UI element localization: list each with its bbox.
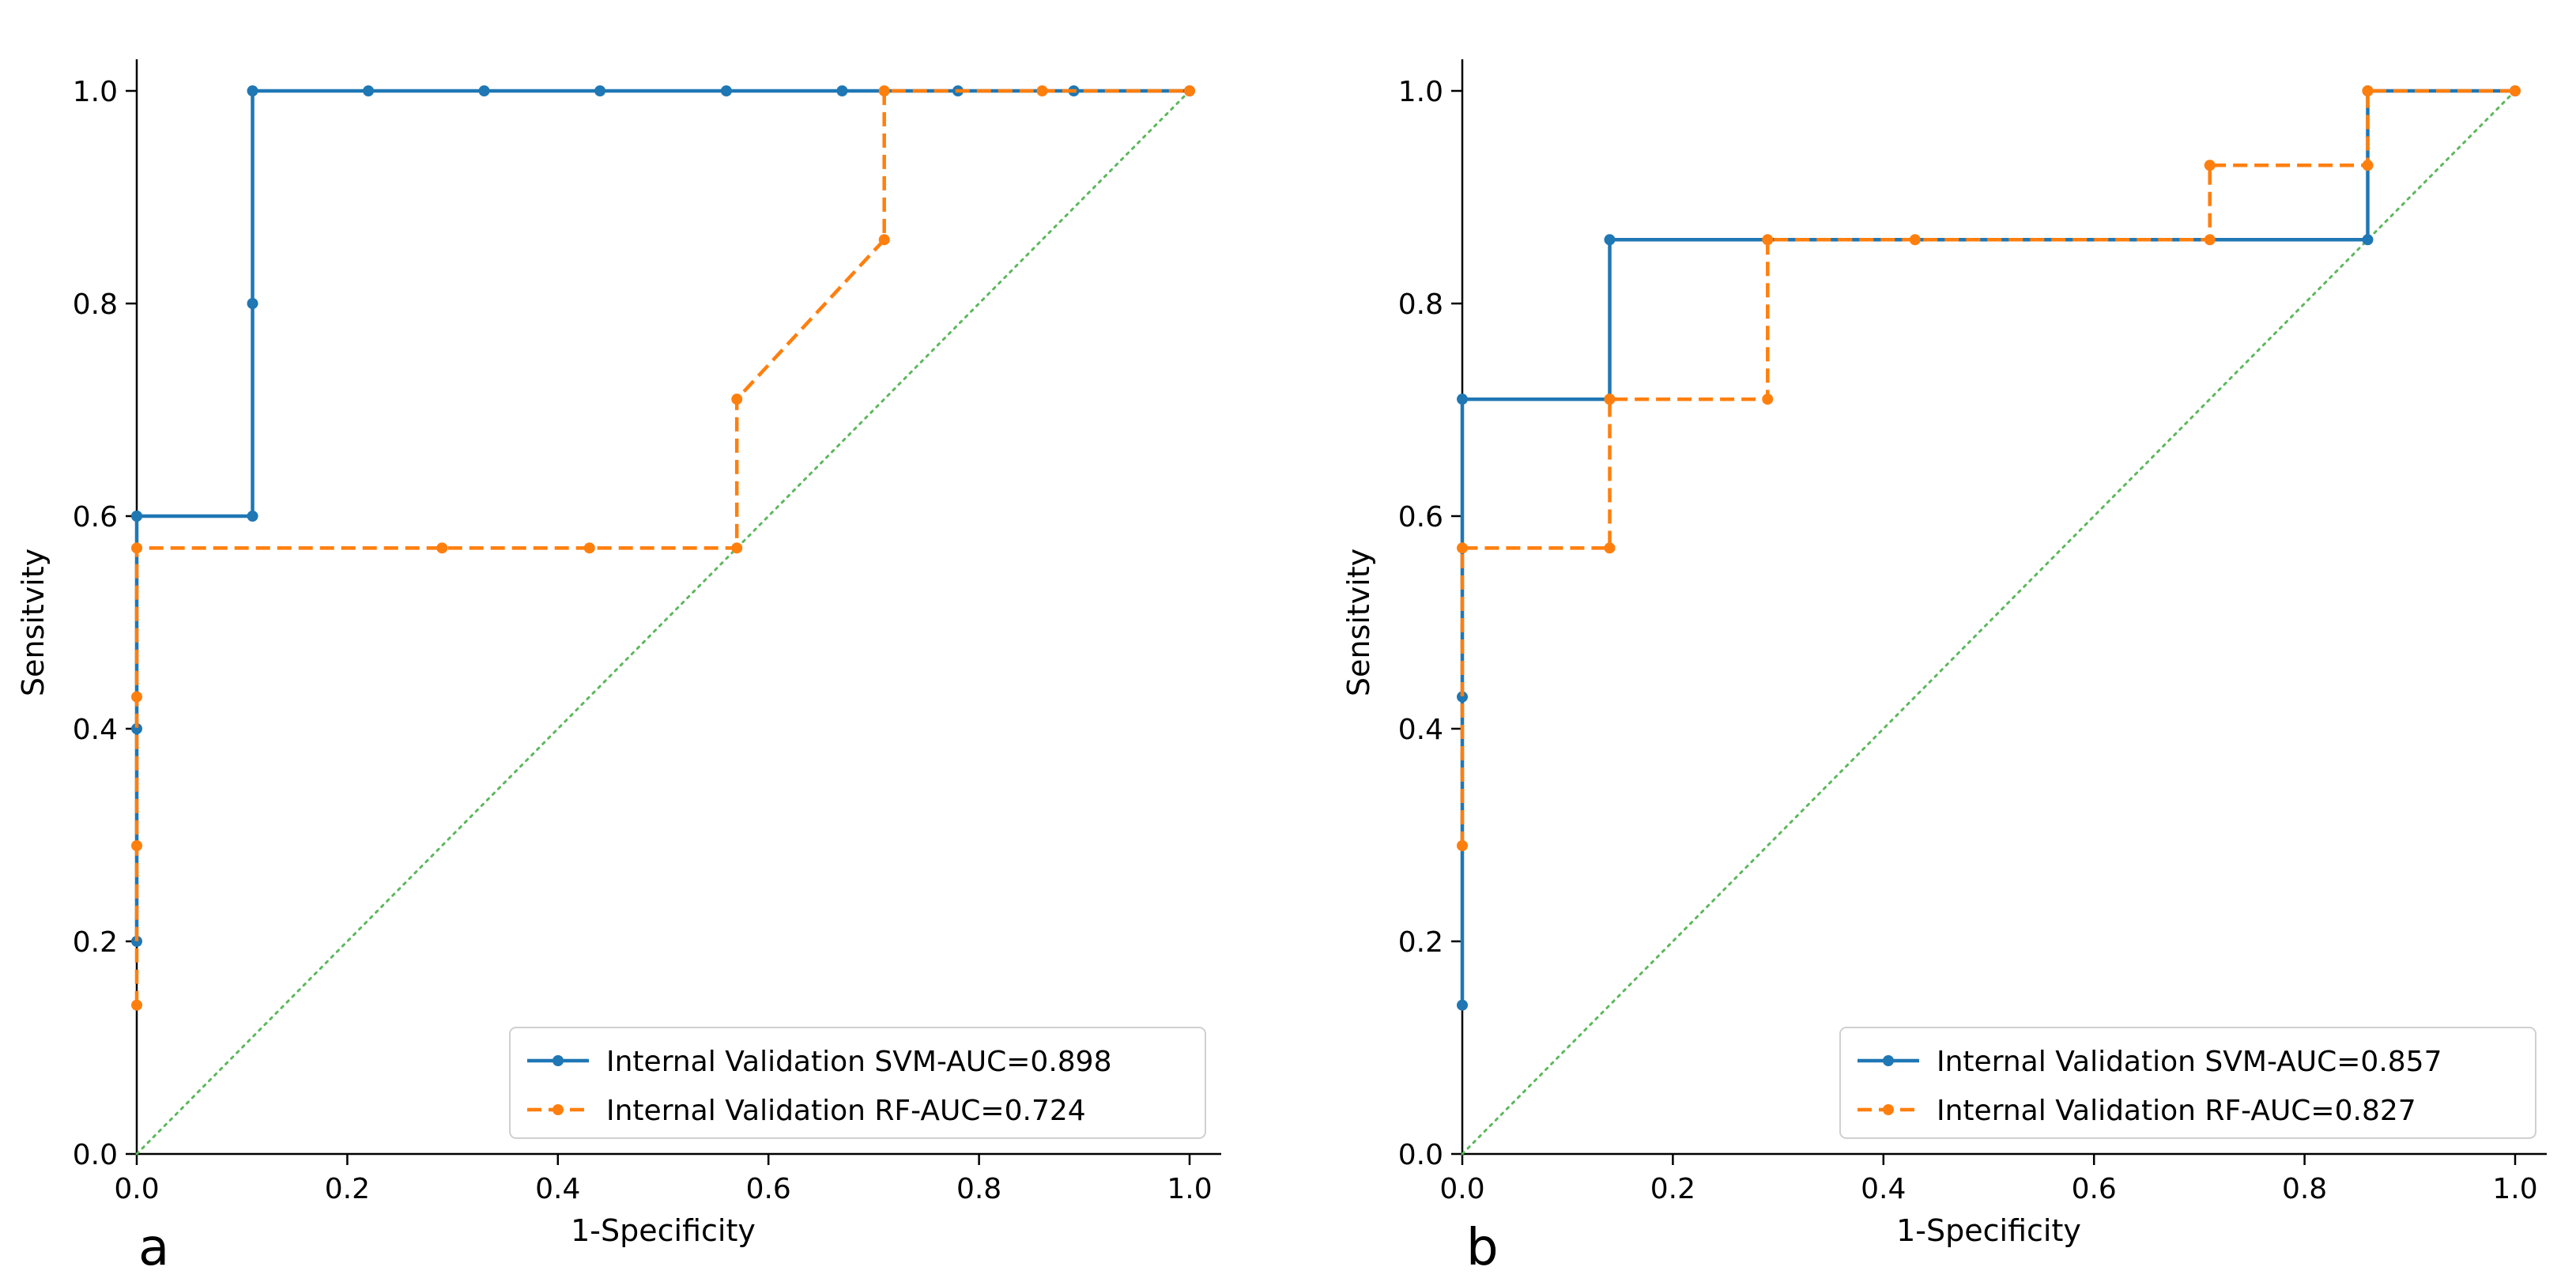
legend-entry: Internal Validation RF-AUC=0.827 bbox=[1937, 1095, 2416, 1127]
x-tick-label: 0.8 bbox=[956, 1173, 1001, 1205]
x-tick-label: 0.4 bbox=[535, 1173, 580, 1205]
data-point bbox=[247, 298, 258, 309]
x-tick-label: 0.6 bbox=[746, 1173, 791, 1205]
data-point bbox=[131, 999, 142, 1011]
x-tick-label: 0.4 bbox=[1861, 1173, 1906, 1205]
y-tick-label: 0.4 bbox=[1398, 714, 1443, 746]
y-tick-label: 0.6 bbox=[73, 501, 118, 534]
data-point bbox=[1762, 394, 1774, 405]
roc-series-svm bbox=[1457, 85, 2521, 1011]
y-tick-label: 0.8 bbox=[1398, 288, 1443, 321]
data-point bbox=[2362, 234, 2374, 246]
y-tick-label: 0.0 bbox=[73, 1139, 118, 1171]
x-tick-label: 1.0 bbox=[2492, 1173, 2537, 1205]
data-point bbox=[583, 542, 595, 554]
data-point bbox=[1036, 85, 1048, 96]
y-tick-label: 0.6 bbox=[1398, 501, 1443, 534]
roc-series-rf bbox=[131, 85, 1195, 1011]
x-tick-label: 0.0 bbox=[1439, 1173, 1484, 1205]
roc-panel-b: 0.0 0.2 0.4 0.6 0.8 1.0 0.0 0.2 0.4 0.6 0.8 1.0 1-Sp… bbox=[1341, 59, 2547, 1277]
y-axis-label: Sensitvity bbox=[16, 549, 51, 696]
data-point bbox=[594, 85, 606, 96]
series-line bbox=[134, 89, 1190, 941]
x-tick-label: 0.2 bbox=[1650, 1173, 1695, 1205]
x-tick-label: 1.0 bbox=[1167, 1173, 1212, 1205]
roc-series-rf bbox=[1457, 85, 2521, 851]
data-point bbox=[1457, 394, 1468, 405]
y-tick-label: 1.0 bbox=[1398, 76, 1443, 108]
panel-label: a bbox=[138, 1219, 169, 1277]
data-point bbox=[1457, 542, 1468, 554]
series-line bbox=[1460, 89, 2515, 846]
legend-marker bbox=[553, 1104, 564, 1115]
series-line bbox=[1460, 89, 2515, 1005]
data-point bbox=[1909, 234, 1921, 246]
data-point bbox=[131, 723, 142, 734]
y-tick-label: 0.2 bbox=[73, 926, 118, 959]
data-point bbox=[731, 542, 743, 554]
legend-box bbox=[1839, 1027, 2536, 1139]
data-point bbox=[2362, 160, 2374, 172]
x-tick-label: 0.8 bbox=[2282, 1173, 2327, 1205]
data-point bbox=[720, 85, 732, 96]
data-point bbox=[1457, 999, 1468, 1011]
data-point bbox=[247, 85, 258, 96]
data-point bbox=[1184, 85, 1195, 96]
data-point bbox=[1457, 839, 1468, 851]
panel-label: b bbox=[1466, 1219, 1499, 1277]
data-point bbox=[131, 542, 142, 554]
data-point bbox=[2362, 85, 2374, 96]
legend-entry: Internal Validation SVM-AUC=0.857 bbox=[1937, 1046, 2442, 1078]
data-point bbox=[878, 234, 890, 246]
y-tick-label: 0.0 bbox=[1398, 1139, 1443, 1171]
legend-marker bbox=[1883, 1104, 1894, 1115]
data-point bbox=[2510, 85, 2521, 96]
data-point bbox=[247, 511, 258, 522]
data-point bbox=[131, 511, 142, 522]
data-point bbox=[878, 85, 890, 96]
legend-marker bbox=[1883, 1055, 1894, 1066]
data-point bbox=[363, 85, 375, 96]
data-point bbox=[478, 85, 490, 96]
legend: Internal Validation SVM-AUC=0.857 Interna… bbox=[1839, 1027, 2536, 1139]
y-tick-label: 0.2 bbox=[1398, 926, 1443, 959]
x-axis-label: 1-Specificity bbox=[571, 1213, 756, 1248]
data-point bbox=[131, 936, 142, 947]
data-point bbox=[1457, 691, 1468, 703]
legend-marker bbox=[553, 1055, 564, 1066]
y-tick-label: 1.0 bbox=[73, 76, 118, 108]
y-tick-label: 0.8 bbox=[73, 288, 118, 321]
data-point bbox=[2204, 234, 2216, 246]
data-point bbox=[131, 691, 142, 703]
legend-box bbox=[509, 1027, 1206, 1139]
chance-diagonal-line bbox=[135, 89, 1191, 1156]
x-tick-label: 0.2 bbox=[325, 1173, 370, 1205]
data-point bbox=[1762, 234, 1774, 246]
y-tick-label: 0.4 bbox=[73, 714, 118, 746]
roc-series-svm bbox=[131, 85, 1195, 947]
data-point bbox=[836, 85, 848, 96]
roc-panel-a: 0.0 0.2 0.4 0.6 0.8 1.0 0.0 0.2 0.4 0.6 0.8 1.0 1-Sp… bbox=[16, 59, 1221, 1277]
data-point bbox=[731, 394, 743, 405]
series-line bbox=[134, 89, 1190, 1005]
legend-entry: Internal Validation RF-AUC=0.724 bbox=[606, 1095, 1086, 1127]
legend: Internal Validation SVM-AUC=0.898 Interna… bbox=[509, 1027, 1206, 1139]
legend-entry: Internal Validation SVM-AUC=0.898 bbox=[606, 1046, 1111, 1078]
x-tick-label: 0.0 bbox=[114, 1173, 159, 1205]
data-point bbox=[131, 839, 142, 851]
data-point bbox=[1604, 394, 1616, 405]
x-tick-label: 0.6 bbox=[2072, 1173, 2117, 1205]
x-axis-label: 1-Specificity bbox=[1896, 1213, 2081, 1248]
data-point bbox=[2204, 160, 2216, 172]
chance-diagonal-line bbox=[1461, 89, 2517, 1156]
y-axis-label: Sensitvity bbox=[1341, 549, 1376, 696]
data-point bbox=[1604, 542, 1616, 554]
data-point bbox=[1604, 234, 1616, 246]
data-point bbox=[436, 542, 448, 554]
